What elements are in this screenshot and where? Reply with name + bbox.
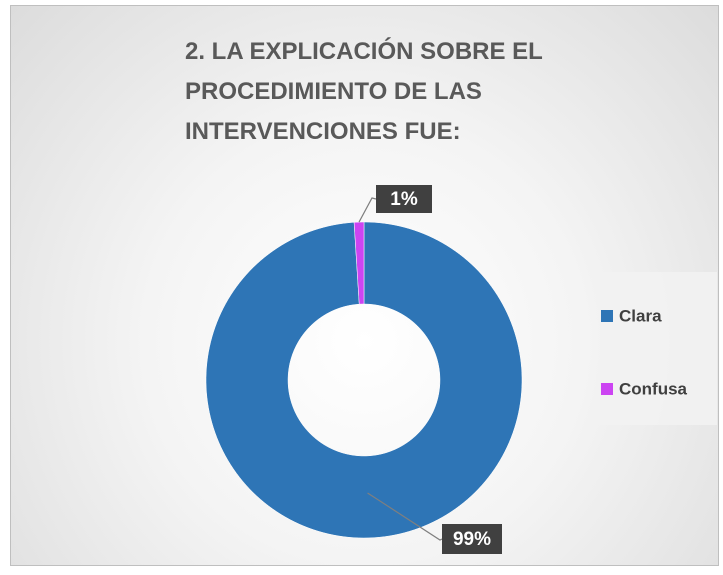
legend-swatch <box>601 310 613 322</box>
data-label-box <box>376 185 432 213</box>
leader-line <box>367 492 443 541</box>
data-label: 99% <box>453 529 491 550</box>
leader-line <box>358 197 377 223</box>
donut-slice <box>205 221 523 539</box>
legend-swatch <box>601 383 613 395</box>
donut-slice <box>353 221 365 305</box>
legend-label: Clara <box>619 306 662 325</box>
legend-box <box>592 272 717 425</box>
data-label: 1% <box>390 189 418 210</box>
legend-label: Confusa <box>619 379 688 398</box>
data-label-box <box>442 524 502 554</box>
chart-title: 2. LA EXPLICACIÓN SOBRE EL PROCEDIMIENTO… <box>185 38 543 145</box>
